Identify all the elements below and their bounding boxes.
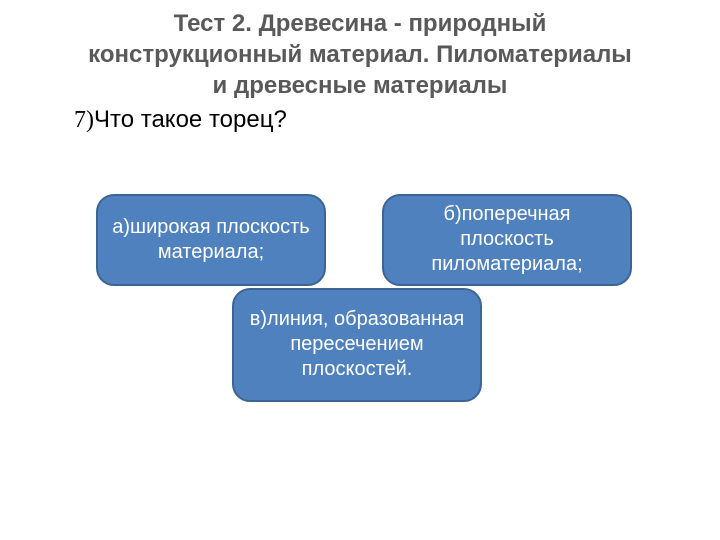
answer-option-c[interactable]: в)линия, образованная пересечением плоск… (232, 288, 482, 402)
question-text: Что такое торец? (94, 106, 287, 133)
answer-c-text: в)линия, образованная пересечением плоск… (246, 307, 468, 382)
answer-b-text: б)поперечная плоскость пиломатериала; (396, 202, 618, 277)
answer-a-text: а)широкая плоскость материала; (110, 215, 312, 265)
slide-title: Тест 2. Древесина - природный конструкци… (0, 0, 720, 102)
answer-option-b[interactable]: б)поперечная плоскость пиломатериала; (382, 194, 632, 286)
answers-container: а)широкая плоскость материала; б)попереч… (0, 194, 720, 474)
question: 7)Что такое торец? (0, 106, 720, 134)
answer-option-a[interactable]: а)широкая плоскость материала; (96, 194, 326, 286)
question-number: 7) (74, 107, 94, 133)
